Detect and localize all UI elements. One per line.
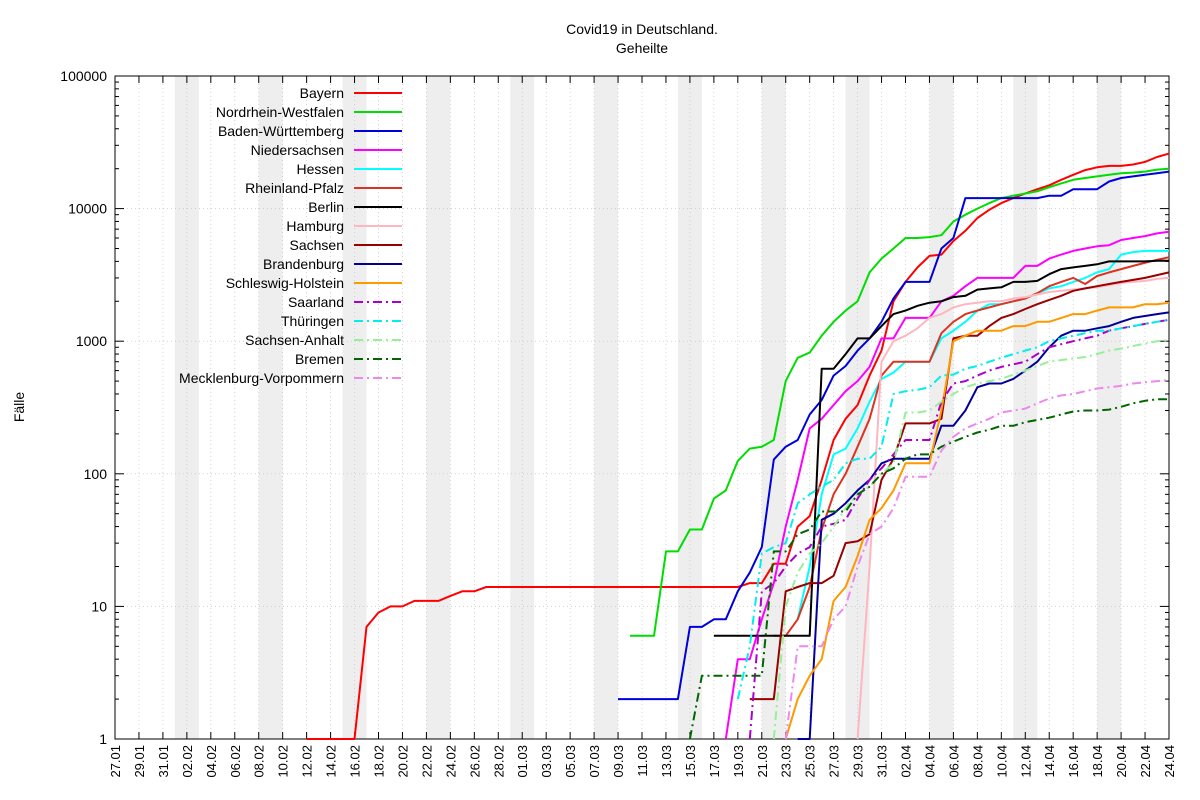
y-tick-label: 10: [91, 598, 107, 614]
x-tick-label: 24.04: [1162, 745, 1177, 778]
x-tick-label: 13.03: [659, 745, 674, 778]
y-axis-label: Fälle: [11, 392, 27, 423]
series-lines: [306, 152, 1170, 740]
weekend-band: [594, 76, 619, 739]
weekend-band: [258, 76, 283, 739]
y-tick-label: 100000: [60, 68, 107, 84]
x-tick-label: 12.02: [300, 745, 315, 778]
x-tick-label: 15.03: [683, 745, 698, 778]
x-tick-label: 20.04: [1114, 745, 1129, 778]
y-tick-label: 100: [84, 466, 108, 482]
x-tick-label: 23.03: [779, 745, 794, 778]
x-tick-label: 07.03: [587, 745, 602, 778]
legend-label: Schleswig-Holstein: [226, 275, 344, 291]
legend-label: Brandenburg: [263, 256, 344, 272]
series-line-rheinland-pfalz: [773, 256, 1170, 637]
x-tick-label: 29.03: [851, 745, 866, 778]
x-tick-label: 05.03: [563, 745, 578, 778]
series-line-saarland: [748, 318, 1170, 740]
x-tick-label: 18.02: [372, 745, 387, 778]
series-line-bremen: [688, 398, 1169, 740]
x-tick-label: 31.01: [156, 745, 171, 778]
x-tick-label: 04.04: [922, 745, 937, 778]
x-tick-label: 26.02: [467, 745, 482, 778]
legend-label: Niedersachsen: [251, 142, 344, 158]
y-tick-label: 1000: [76, 333, 107, 349]
weekend-band: [342, 76, 367, 739]
legend-label: Mecklenburg-Vorpommern: [179, 370, 344, 386]
x-tick-label: 22.02: [419, 745, 434, 778]
x-tick-label: 06.04: [946, 745, 961, 778]
x-tick-label: 16.02: [348, 745, 363, 778]
x-tick-label: 02.02: [180, 745, 195, 778]
legend-label: Berlin: [308, 199, 344, 215]
series-line-mecklenburg-vorpommern: [784, 379, 1170, 740]
x-tick-label: 31.03: [875, 745, 890, 778]
x-tick-label: 08.04: [970, 745, 985, 778]
x-tick-label: 25.03: [803, 745, 818, 778]
legend-label: Thüringen: [281, 313, 344, 329]
x-tick-label: 18.04: [1090, 745, 1105, 778]
legend-label: Sachsen-Anhalt: [245, 332, 344, 348]
legend-label: Hessen: [297, 161, 344, 177]
legend-label: Bayern: [300, 85, 344, 101]
legend-label: Sachsen: [290, 237, 344, 253]
series-line-th-ringen: [736, 318, 1170, 700]
axis-ticks: 27.01 29.01 31.01 02.02 04.02 06.02 08.02 10.02…: [60, 68, 1177, 778]
x-tick-label: 19.03: [731, 745, 746, 778]
x-tick-label: 14.02: [324, 745, 339, 778]
weekend-band: [426, 76, 451, 739]
x-tick-label: 27.01: [108, 745, 123, 778]
legend-label: Hamburg: [286, 218, 344, 234]
series-line-hamburg: [856, 276, 1170, 740]
series-line-hessen: [796, 249, 1169, 620]
x-tick-label: 03.03: [539, 745, 554, 778]
x-tick-label: 02.04: [899, 745, 914, 778]
x-tick-label: 11.03: [635, 745, 650, 777]
series-line-brandenburg: [797, 311, 1170, 740]
x-tick-label: 08.02: [252, 745, 267, 778]
legend-label: Baden-Württemberg: [218, 123, 344, 139]
x-tick-label: 10.02: [276, 745, 291, 778]
legend-label: Saarland: [288, 294, 344, 310]
legend-label: Rheinland-Pfalz: [245, 180, 344, 196]
x-tick-label: 16.04: [1066, 745, 1081, 778]
chart-subtitle: Geheilte: [616, 40, 668, 56]
series-line-berlin: [713, 259, 1169, 637]
x-tick-label: 04.02: [204, 745, 219, 778]
legend: Bayern Nordrhein-Westfalen Baden-Württembe…: [179, 85, 402, 386]
weekend-band: [677, 76, 702, 739]
y-tick-label: 1: [99, 731, 107, 747]
x-tick-label: 01.03: [515, 745, 530, 778]
weekend-band: [1013, 76, 1038, 739]
series-line-sachsen-anhalt: [772, 339, 1170, 740]
y-tick-label: 10000: [68, 201, 107, 217]
x-tick-label: 28.02: [491, 745, 506, 778]
x-tick-label: 17.03: [707, 745, 722, 778]
x-tick-label: 29.01: [132, 745, 147, 778]
x-tick-label: 14.04: [1042, 745, 1057, 778]
x-tick-label: 24.02: [443, 745, 458, 778]
series-line-nordrhein-westfalen: [630, 167, 1170, 637]
x-tick-label: 22.04: [1138, 745, 1153, 778]
series-line-schleswig-holstein: [784, 301, 1170, 740]
legend-label: Nordrhein-Westfalen: [216, 104, 344, 120]
series-line-baden-w-rttemberg: [618, 170, 1170, 701]
x-tick-label: 10.04: [994, 745, 1009, 778]
series-line-sachsen: [749, 271, 1170, 701]
legend-label: Bremen: [295, 351, 344, 367]
x-tick-label: 09.03: [611, 745, 626, 778]
series-line-bayern: [306, 152, 1170, 740]
x-tick-label: 27.03: [827, 745, 842, 778]
x-tick-label: 20.02: [395, 745, 410, 778]
x-tick-label: 06.02: [228, 745, 243, 778]
chart-title: Covid19 in Deutschland.: [566, 21, 718, 37]
x-tick-label: 12.04: [1018, 745, 1033, 778]
weekend-band: [510, 76, 535, 739]
weekend-band: [174, 76, 199, 739]
x-tick-label: 21.03: [755, 745, 770, 778]
